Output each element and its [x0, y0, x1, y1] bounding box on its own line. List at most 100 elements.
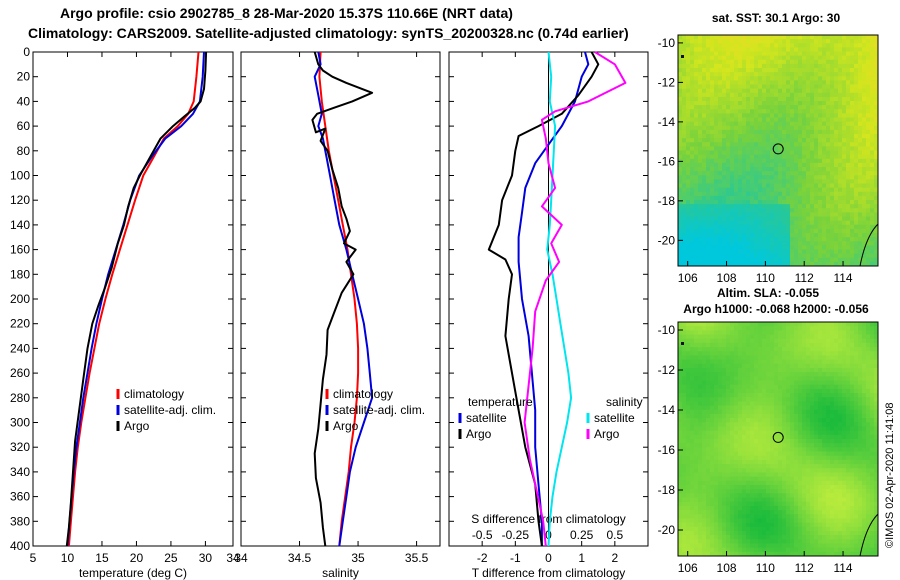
map-cell	[750, 455, 755, 461]
map-cell	[778, 224, 783, 230]
map-cell	[750, 518, 755, 523]
map-cell	[826, 171, 831, 176]
map-cell	[758, 101, 763, 106]
map-cell	[702, 322, 707, 327]
map-cell	[858, 142, 863, 147]
map-cell	[734, 455, 739, 461]
map-cell	[726, 96, 731, 102]
map-cell	[778, 129, 783, 135]
map-cell	[742, 342, 747, 348]
map-cell	[738, 422, 743, 427]
map-cell	[726, 249, 731, 255]
map-cell	[806, 237, 811, 242]
map-cell	[862, 105, 867, 110]
map-cell	[702, 342, 707, 348]
map-cell	[734, 459, 739, 465]
map-cell	[726, 39, 731, 44]
map-cell	[762, 59, 767, 65]
map-cell	[718, 146, 723, 151]
map-cell	[690, 522, 695, 528]
map-cell	[734, 430, 739, 436]
map-cell	[862, 68, 867, 73]
map-cell	[734, 183, 739, 189]
map-x-tick-label: 110	[756, 271, 775, 285]
map-cell	[698, 39, 703, 44]
map-cell	[794, 543, 799, 549]
map-cell	[786, 68, 791, 73]
map-cell	[734, 484, 739, 490]
map-cell	[830, 125, 835, 131]
map-cell	[722, 376, 727, 381]
map-cell	[774, 443, 779, 448]
map-cell	[690, 405, 695, 411]
map-cell	[810, 253, 815, 259]
map-cell	[806, 146, 811, 151]
map-cell	[858, 113, 863, 118]
map-cell	[790, 380, 795, 386]
map-cell	[810, 162, 815, 168]
map-cell	[814, 253, 819, 259]
map-cell	[678, 47, 683, 52]
map-cell	[866, 200, 871, 205]
map-cell	[706, 150, 711, 156]
map-cell	[802, 505, 807, 511]
map-cell	[694, 447, 699, 452]
map-cell	[694, 405, 699, 411]
map-cell	[778, 464, 783, 469]
map-cell	[730, 447, 735, 452]
map-cell	[722, 72, 727, 77]
map-cell	[678, 142, 683, 147]
map-cell	[722, 459, 727, 465]
map-cell	[706, 355, 711, 361]
map-cell	[710, 430, 715, 436]
map-cell	[682, 109, 687, 114]
map-cell	[870, 241, 875, 246]
map-cell	[678, 526, 683, 532]
map-cell	[782, 501, 787, 507]
map-cell	[790, 249, 795, 255]
map-cell	[794, 551, 799, 557]
map-cell	[718, 200, 723, 205]
map-cell	[810, 129, 815, 135]
map-cell	[802, 154, 807, 160]
map-cell	[794, 134, 799, 139]
map-cell	[682, 80, 687, 85]
map-cell	[698, 55, 703, 61]
map-cell	[702, 401, 707, 406]
map-cell	[734, 212, 739, 217]
map-cell	[762, 237, 767, 242]
map-cell	[714, 342, 719, 348]
map-cell	[798, 426, 803, 432]
map-cell	[794, 430, 799, 436]
map-cell	[762, 409, 767, 415]
map-cell	[746, 68, 751, 73]
map-cell	[686, 35, 691, 40]
map-cell	[694, 224, 699, 230]
map-cell	[782, 150, 787, 156]
map-cell	[710, 220, 715, 226]
map-cell	[790, 347, 795, 352]
map-cell	[794, 80, 799, 85]
map-cell	[778, 372, 783, 377]
map-cell	[874, 121, 879, 127]
map-cell	[854, 43, 859, 48]
map-cell	[870, 88, 875, 94]
map-cell	[742, 351, 747, 356]
map-cell	[750, 497, 755, 503]
map-cell	[838, 200, 843, 205]
map-cell	[790, 459, 795, 465]
map-cell	[826, 261, 831, 267]
map-cell	[810, 80, 815, 85]
map-cell	[690, 68, 695, 73]
map-cell	[734, 117, 739, 123]
map-cell	[758, 455, 763, 461]
map-cell	[742, 434, 747, 440]
map-cell	[782, 363, 787, 369]
map-cell	[782, 154, 787, 160]
map-cell	[750, 338, 755, 344]
map-cell	[726, 109, 731, 114]
legend-label: satellite-adj. clim.	[333, 403, 425, 417]
map-cell	[774, 204, 779, 209]
map-cell	[770, 514, 775, 519]
